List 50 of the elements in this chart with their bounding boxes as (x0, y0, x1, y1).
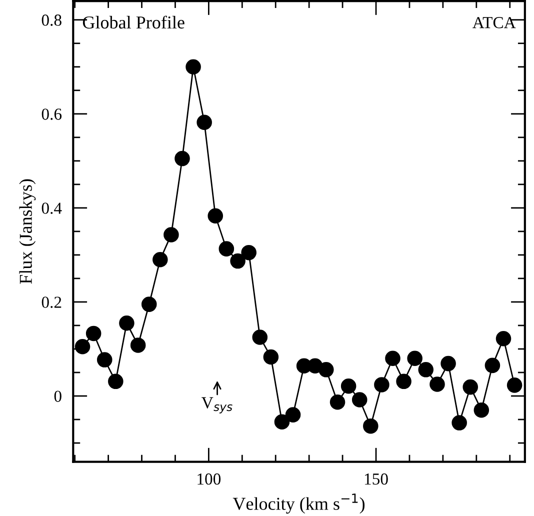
point (263, 349, 279, 365)
point (330, 394, 346, 410)
point (108, 374, 124, 390)
point (506, 378, 522, 393)
point (462, 379, 478, 395)
annotation: V$_{sys}$ (202, 397, 232, 414)
x-tick-label: 100 (198, 473, 221, 485)
y-tick-label: 0.8 (42, 14, 62, 26)
x-tick-label: 150 (364, 473, 388, 485)
point (430, 376, 445, 392)
point (152, 252, 168, 268)
point (230, 253, 246, 269)
point (363, 418, 378, 434)
point (119, 315, 134, 331)
x-axis-title: Velocity (km s$^{−1}$) (232, 494, 365, 514)
point (186, 59, 201, 74)
point (241, 244, 256, 260)
point (452, 415, 467, 430)
point (396, 374, 412, 390)
point (318, 362, 334, 378)
y-axis-title: Flux (Janskys) (19, 179, 36, 284)
point (385, 350, 400, 366)
annotation: ATCA (472, 17, 516, 28)
point (208, 208, 224, 224)
y-tick-label: 0.4 (42, 202, 62, 214)
point (141, 296, 157, 312)
point (96, 352, 112, 368)
point (274, 414, 290, 430)
point (174, 150, 190, 166)
y-tick-label: 0 (54, 390, 62, 402)
point (418, 362, 434, 378)
point (196, 114, 212, 130)
point (252, 330, 268, 345)
y-tick-label: 0.6 (42, 108, 62, 120)
point (218, 241, 234, 256)
point (130, 338, 146, 353)
point (74, 338, 90, 354)
point (407, 350, 422, 366)
point (440, 356, 456, 372)
text: Global Profile (82, 16, 184, 29)
y-tick-label: 0.2 (42, 296, 62, 308)
point (164, 227, 179, 242)
point (86, 326, 102, 342)
point (374, 377, 390, 392)
point (352, 392, 368, 408)
point (484, 358, 500, 374)
point (496, 330, 512, 346)
point (474, 402, 490, 418)
point (340, 378, 356, 394)
point (285, 407, 301, 422)
